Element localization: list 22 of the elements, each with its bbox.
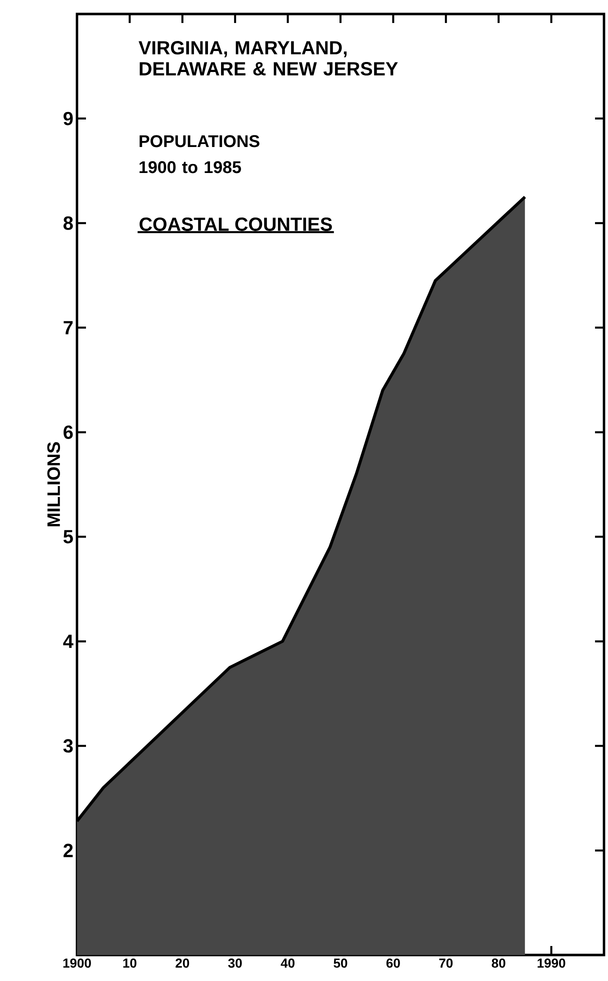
y-tick-label: 3 xyxy=(63,739,73,753)
x-tick-label: 70 xyxy=(439,958,453,968)
x-tick-label: 50 xyxy=(334,958,348,968)
x-tick-label: 30 xyxy=(228,958,242,968)
text: POPULATIONS 1900 to 1985 xyxy=(140,135,260,174)
y-tick-label: 7 xyxy=(64,321,73,334)
y-axis-title: MILLIONS xyxy=(47,442,60,526)
y-tick-label: 4 xyxy=(63,634,74,648)
y-tick-label: 2 xyxy=(64,844,73,858)
x-tick-label: 40 xyxy=(280,958,294,968)
x-tick-label: 1990 xyxy=(538,958,566,968)
annotation: COASTAL COUNTIES xyxy=(140,218,332,231)
x-tick-label: 10 xyxy=(123,958,136,968)
text: VIRGINIA, MARYLAND, DELAWARE & NEW JERSEY xyxy=(138,41,398,76)
x-tick-label: 20 xyxy=(176,958,190,968)
y-tick-label: 6 xyxy=(64,425,73,439)
y-tick-label: 8 xyxy=(63,216,73,230)
y-tick-label: 5 xyxy=(63,530,73,544)
x-tick-label: 1900 xyxy=(63,958,91,968)
x-tick-label: 80 xyxy=(492,958,506,968)
x-tick-label: 60 xyxy=(386,958,400,968)
y-tick-label: 9 xyxy=(64,112,73,126)
